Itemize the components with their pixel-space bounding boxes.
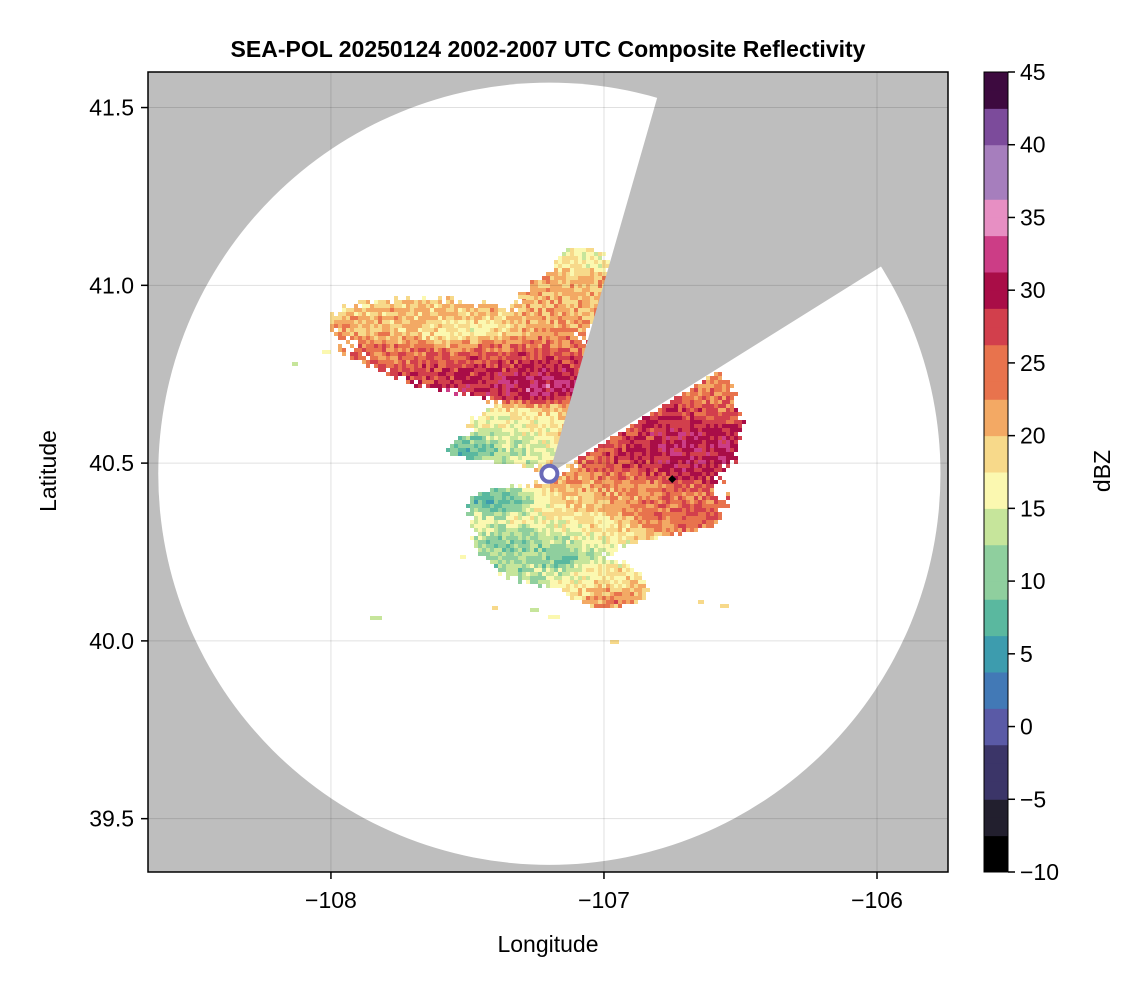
colorbar-tick-label: 30 <box>1020 277 1046 303</box>
colorbar-segment <box>984 653 1008 673</box>
x-tick-label: −108 <box>305 887 357 913</box>
colorbar-segment <box>984 853 1008 873</box>
colorbar-tick-label: 20 <box>1020 423 1046 449</box>
colorbar-segment <box>984 72 1008 91</box>
colorbar-segment <box>984 272 1008 291</box>
colorbar-segment <box>984 435 1008 455</box>
echo-speck <box>530 608 539 612</box>
reflectivity-field <box>292 248 746 644</box>
colorbar-tick-label: 45 <box>1020 59 1046 85</box>
colorbar-label: dBZ <box>1089 450 1115 492</box>
colorbar-segment <box>984 290 1008 309</box>
colorbar-segment <box>984 472 1008 491</box>
echo-speck <box>610 640 619 644</box>
colorbar-tick-label: 5 <box>1020 641 1033 667</box>
colorbar-tick-label: 10 <box>1020 568 1046 594</box>
colorbar-segment <box>984 508 1008 528</box>
marker-diamond <box>668 475 677 484</box>
colorbar-segment <box>984 581 1008 600</box>
x-tick-label: −106 <box>851 887 903 913</box>
colorbar-segment <box>984 799 1008 818</box>
colorbar-segment <box>984 308 1008 328</box>
colorbar-segment <box>984 217 1008 237</box>
blocked-sector <box>549 72 915 474</box>
colorbar-segment <box>984 672 1008 691</box>
colorbar-segment <box>984 599 1008 618</box>
colorbar-segment <box>984 526 1008 546</box>
colorbar-segment <box>984 617 1008 637</box>
colorbar-segment <box>984 744 1008 764</box>
echo-speck <box>322 350 331 354</box>
chart-title: SEA-POL 20250124 2002-2007 UTC Composite… <box>231 36 866 62</box>
colorbar-segment <box>984 562 1008 582</box>
colorbar-segment <box>984 199 1008 218</box>
colorbar-tick-label: 15 <box>1020 495 1046 521</box>
colorbar-segment <box>984 399 1008 418</box>
colorbar-segment <box>984 326 1008 346</box>
colorbar-segment <box>984 90 1008 109</box>
colorbar-segment <box>984 181 1008 200</box>
colorbar-segment <box>984 635 1008 655</box>
colorbar-tick-label: −5 <box>1020 786 1046 812</box>
colorbar-segment <box>984 126 1008 146</box>
colorbar: −10 −5 0 5 10 15 20 25 30 35 40 45 <box>983 59 1059 885</box>
y-tick-label: 41.5 <box>89 95 134 121</box>
colorbar-segment <box>984 144 1008 164</box>
y-tick-label: 40.0 <box>89 628 134 654</box>
colorbar-segment <box>984 381 1008 400</box>
echo-speck <box>518 295 530 299</box>
colorbar-segment <box>984 726 1008 746</box>
colorbar-tick-label: 40 <box>1020 132 1046 158</box>
colorbar-segment <box>984 762 1008 782</box>
grid <box>148 72 948 872</box>
echo-speck <box>492 606 498 610</box>
colorbar-segment <box>984 417 1008 437</box>
radar-site <box>539 463 560 484</box>
colorbar-frame <box>983 71 1009 873</box>
colorbar-segment <box>984 817 1008 837</box>
colorbar-tick-label: 35 <box>1020 204 1046 230</box>
colorbar-segment <box>984 108 1008 128</box>
echo-speck <box>720 604 729 608</box>
colorbar-segment <box>984 708 1008 728</box>
colorbar-segment <box>984 490 1008 509</box>
plot-frame <box>147 71 949 873</box>
echo-speck <box>698 600 704 604</box>
colorbar-segment <box>984 453 1008 473</box>
colorbar-segment <box>984 835 1008 855</box>
echo-speck <box>292 362 298 366</box>
y-tick-label: 39.5 <box>89 806 134 832</box>
echo-speck <box>460 555 466 559</box>
colorbar-segment <box>984 544 1008 564</box>
colorbar-segment <box>984 235 1008 255</box>
colorbar-segment <box>984 344 1008 364</box>
y-tick-label: 41.0 <box>89 272 134 298</box>
x-tick-label: −107 <box>578 887 630 913</box>
echo-speck <box>370 616 382 620</box>
colorbar-segment <box>984 781 1008 800</box>
colorbar-segment <box>984 690 1008 709</box>
colorbar-segment <box>984 253 1008 273</box>
y-axis-label: Latitude <box>35 430 61 512</box>
plot-area: −108 −107 −106 39.5 40.0 40.5 41.0 41.5 <box>89 71 949 913</box>
colorbar-segment <box>984 162 1008 182</box>
colorbar-tick-label: 0 <box>1020 714 1033 740</box>
colorbar-segment <box>984 362 1008 382</box>
colorbar-tick-label: 25 <box>1020 350 1046 376</box>
y-tick-label: 40.5 <box>89 450 134 476</box>
x-axis-label: Longitude <box>497 931 598 957</box>
colorbar-tick-label: −10 <box>1020 859 1059 885</box>
echo-speck <box>548 615 560 619</box>
